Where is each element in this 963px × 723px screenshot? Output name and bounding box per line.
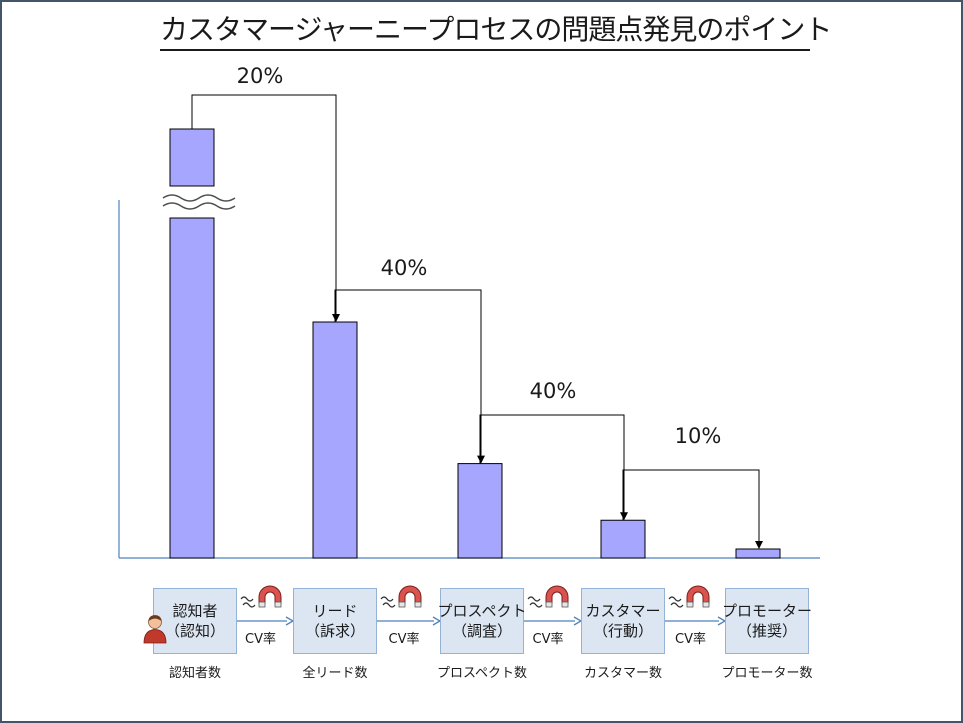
stage-flow-arrow: [665, 616, 725, 626]
stage-box: カスタマー （行動）: [581, 588, 665, 654]
stage-count-caption: プロスペクト数: [436, 666, 528, 681]
stage-flow-arrow: [377, 616, 440, 626]
stage-box: プロモーター （推奨）: [722, 588, 812, 654]
bar-全リード数: [312, 321, 358, 559]
conversion-connector: [479, 414, 628, 521]
stage-count-caption: カスタマー数: [583, 666, 662, 681]
magnet-icon: [668, 585, 710, 608]
axis-break-mark-lower: [162, 202, 236, 210]
stage-box: 認知者 （認知）: [153, 588, 237, 654]
page-title: カスタマージャーニープロセスの問題点発見のポイント: [160, 12, 832, 51]
stage-box: リード （訴求）: [293, 588, 377, 654]
bar-プロスペクト数: [457, 463, 503, 559]
axis-break-mark-upper: [162, 194, 236, 202]
magnet-icon: [527, 585, 569, 608]
conversion-rate-label: 40%: [381, 256, 428, 280]
conversion-connector: [622, 469, 763, 549]
stage-flow-arrow: [524, 616, 581, 626]
conversion-connector: [334, 289, 485, 464]
bar-認知者数-upper: [169, 128, 215, 187]
bar-プロモーター数: [735, 548, 781, 559]
cv-rate-label: CV率: [245, 632, 276, 647]
magnet-icon: [240, 585, 282, 608]
person-icon: [143, 615, 167, 644]
conversion-rate-label: 10%: [675, 424, 722, 448]
stage-box: プロスペクト （調査）: [438, 588, 526, 654]
conversion-rate-label: 20%: [237, 64, 284, 88]
stage-flow-arrow: [237, 616, 293, 626]
stage-count-caption: 認知者数: [168, 666, 221, 681]
conversion-rate-label: 40%: [530, 379, 577, 403]
stage-count-caption: プロモーター数: [721, 666, 813, 681]
magnet-icon: [380, 585, 422, 608]
bar-認知者数-lower: [169, 217, 215, 559]
cv-rate-label: CV率: [388, 632, 420, 647]
bar-カスタマー数: [600, 519, 646, 559]
stage-count-caption: 全リード数: [302, 666, 368, 681]
cv-rate-label: CV率: [675, 632, 706, 647]
cv-rate-label: CV率: [532, 632, 564, 647]
conversion-connector: [191, 94, 340, 322]
